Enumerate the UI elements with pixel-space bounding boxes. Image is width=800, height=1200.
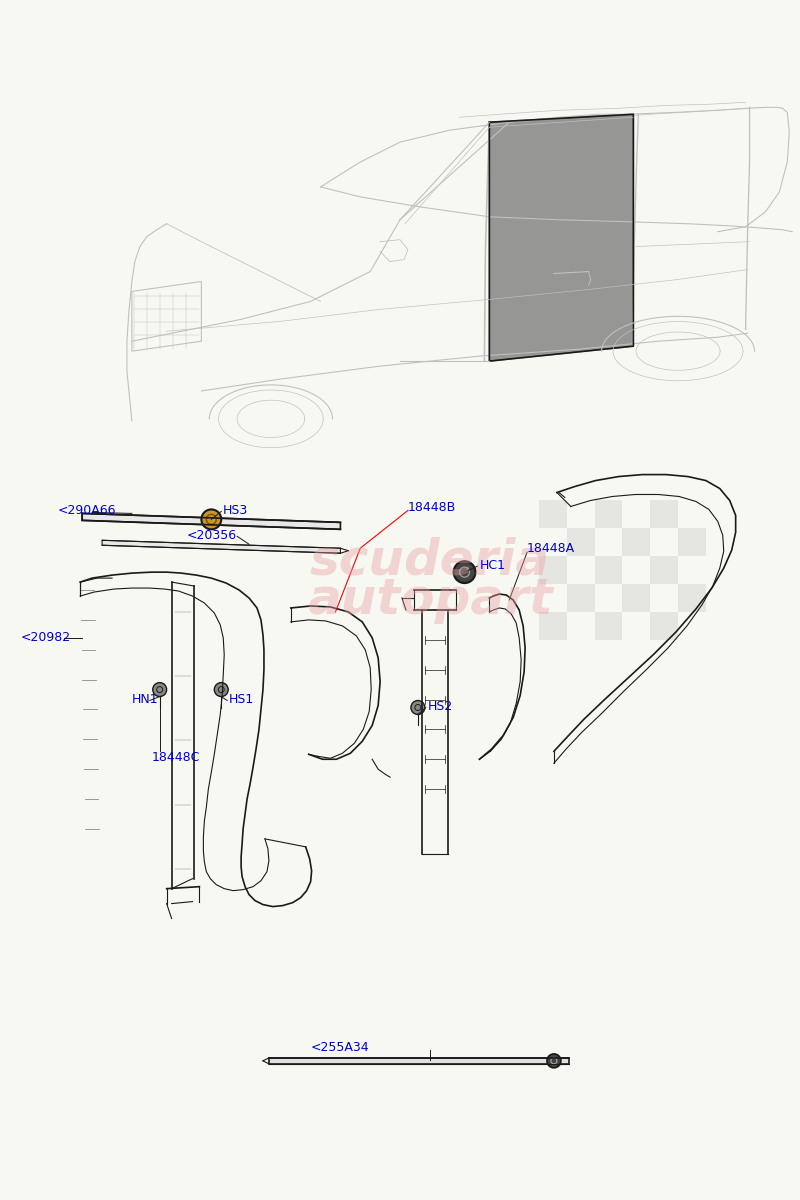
Circle shape xyxy=(454,562,475,583)
Polygon shape xyxy=(102,540,341,553)
Bar xyxy=(567,584,594,612)
Polygon shape xyxy=(82,514,341,529)
Text: HS2: HS2 xyxy=(428,700,453,713)
Bar xyxy=(539,612,567,640)
Text: HS3: HS3 xyxy=(223,504,249,517)
Bar xyxy=(594,612,622,640)
Polygon shape xyxy=(490,114,634,361)
Bar xyxy=(539,500,567,528)
Text: HN1: HN1 xyxy=(132,694,158,706)
Circle shape xyxy=(214,683,228,696)
Bar xyxy=(594,500,622,528)
Text: <20982: <20982 xyxy=(21,631,70,644)
Text: <290A66: <290A66 xyxy=(58,504,116,517)
Bar xyxy=(650,557,678,584)
Bar xyxy=(594,557,622,584)
Circle shape xyxy=(547,1054,561,1068)
Bar xyxy=(539,557,567,584)
Text: <255A34: <255A34 xyxy=(310,1042,370,1055)
Bar xyxy=(678,528,706,557)
Bar xyxy=(567,528,594,557)
Bar xyxy=(650,612,678,640)
Bar xyxy=(622,584,650,612)
Circle shape xyxy=(153,683,166,696)
Circle shape xyxy=(411,701,425,714)
Text: <20356: <20356 xyxy=(186,529,237,542)
Bar xyxy=(650,500,678,528)
Polygon shape xyxy=(269,1058,569,1064)
Circle shape xyxy=(202,510,222,529)
Text: 18448B: 18448B xyxy=(408,500,456,514)
Text: autopart: autopart xyxy=(307,576,553,624)
Text: 18448A: 18448A xyxy=(527,541,575,554)
Bar xyxy=(622,528,650,557)
Text: HC1: HC1 xyxy=(479,559,506,571)
Text: 18448C: 18448C xyxy=(152,751,200,763)
Bar xyxy=(678,584,706,612)
Text: HS1: HS1 xyxy=(229,694,254,706)
Text: scuderia: scuderia xyxy=(310,536,550,584)
